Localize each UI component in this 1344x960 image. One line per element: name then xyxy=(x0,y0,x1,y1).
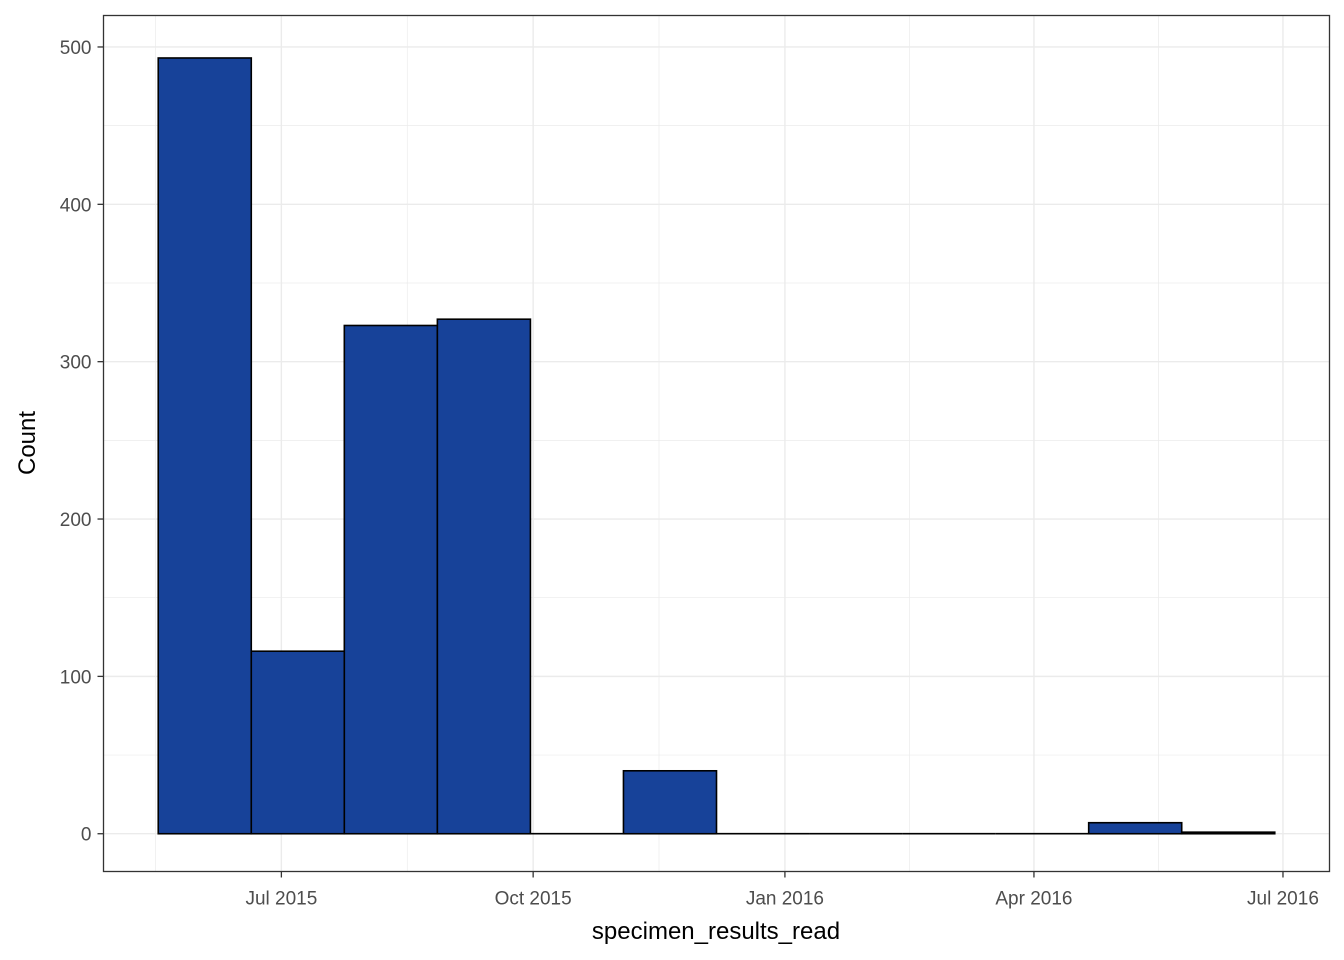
y-tick-label: 400 xyxy=(60,195,92,216)
x-tick-label: Jan 2016 xyxy=(746,889,824,910)
bars xyxy=(157,57,1276,835)
x-axis: Jul 2015 Oct 2015 Jan 2016 Apr 2016 Jul 2016 xyxy=(245,871,1319,910)
y-tick-label: 500 xyxy=(60,38,92,59)
x-tick-label: Jul 2016 xyxy=(1247,889,1319,910)
y-axis-title: Count xyxy=(14,411,41,475)
x-tick-label: Oct 2015 xyxy=(495,889,572,910)
gridlines xyxy=(103,15,1330,872)
panel-border xyxy=(102,14,1331,873)
histogram-bar xyxy=(436,318,532,835)
y-tick-label: 200 xyxy=(60,510,92,531)
histogram-bar xyxy=(343,324,439,835)
histogram-bar xyxy=(250,650,346,835)
histogram-bar xyxy=(157,57,253,835)
y-axis: 0 100 200 300 400 500 xyxy=(60,38,104,846)
x-tick-label: Jul 2015 xyxy=(245,889,317,910)
y-tick-label: 100 xyxy=(60,667,92,688)
x-tick-label: Apr 2016 xyxy=(995,889,1072,910)
x-axis-title: specimen_results_read xyxy=(592,918,840,945)
histogram-bar xyxy=(1087,821,1183,835)
histogram-bar xyxy=(622,769,718,835)
y-tick-label: 300 xyxy=(60,353,92,374)
y-tick-label: 0 xyxy=(81,825,92,846)
histogram-bar xyxy=(1180,831,1276,835)
